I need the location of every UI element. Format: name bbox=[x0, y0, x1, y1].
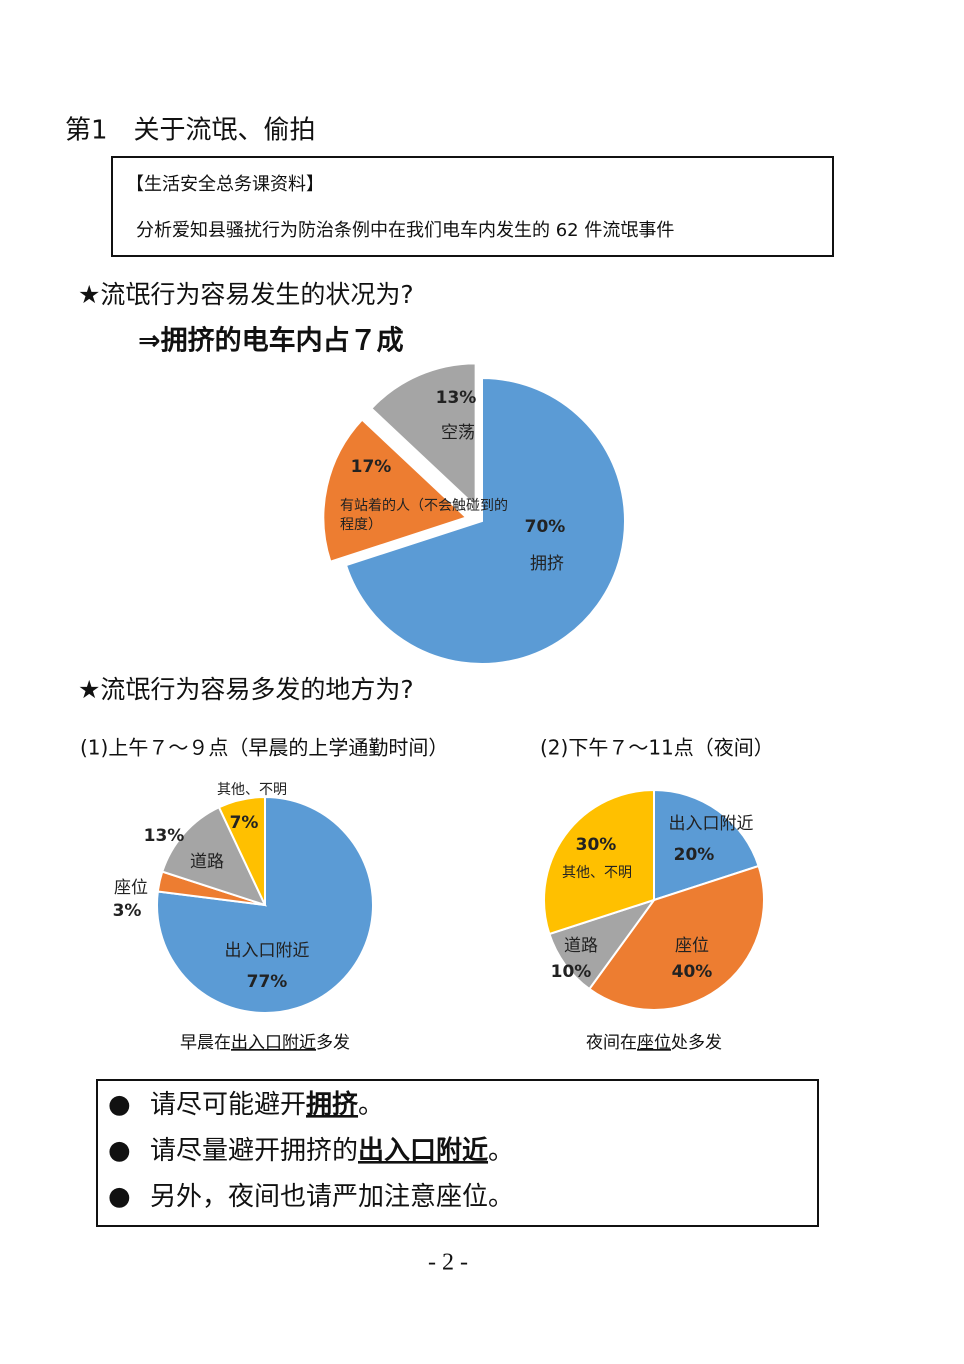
note-emphasis: 拥挤 bbox=[306, 1090, 359, 1120]
heading: ★流氓行为容易多发的地方为? bbox=[78, 675, 414, 704]
pie-slice bbox=[369, 362, 477, 509]
category-label: 道路 bbox=[564, 936, 598, 956]
category-label-box: 有站着的人（不会触碰到的程度） bbox=[340, 498, 508, 533]
value-label: 70% bbox=[525, 517, 566, 537]
bullet: ● bbox=[108, 1136, 131, 1166]
value-label: 3% bbox=[113, 901, 142, 921]
note-emphasis: 出入口附近 bbox=[358, 1136, 488, 1166]
value-label: 17% bbox=[351, 457, 392, 477]
value-label: 13% bbox=[436, 388, 477, 408]
pie-slice bbox=[543, 788, 655, 936]
note-line: 请尽量避开拥挤的出入口附近。 bbox=[150, 1136, 514, 1166]
source-box bbox=[111, 156, 834, 257]
bullet: ● bbox=[108, 1090, 131, 1120]
note-part: 请尽量避开拥挤的 bbox=[150, 1136, 358, 1166]
category-label: 道路 bbox=[190, 852, 224, 872]
source-label: 【生活安全总务课资料】 bbox=[126, 174, 324, 195]
caption-emphasis: 座位 bbox=[637, 1033, 671, 1053]
caption: 夜间在座位处多发 bbox=[586, 1033, 722, 1053]
pie-slice bbox=[587, 864, 765, 1011]
value-label: 30% bbox=[576, 835, 617, 855]
caption-emphasis: 出入口附近 bbox=[231, 1033, 316, 1053]
heading: ★流氓行为容易发生的状况为? bbox=[78, 280, 414, 309]
notes: ● 请尽可能避开拥挤。● 请尽量避开拥挤的出入口附近。● 另外，夜间也请严加注意座位。 bbox=[108, 1090, 514, 1212]
source-text: 分析爱知县骚扰行为防治条例中在我们电车内发生的 62 件流氓事件 bbox=[136, 220, 674, 241]
pie-slice bbox=[161, 805, 267, 907]
charts: 70% 拥挤 17% 有站着的人（不会触碰到的程度） 13% 空荡 (1)上午７～９点（早晨… bbox=[80, 362, 774, 1014]
caption-part: 处多发 bbox=[671, 1033, 722, 1053]
note-part: 另外，夜间也请严加注意座位。 bbox=[150, 1182, 514, 1212]
category-label: 空荡 bbox=[441, 423, 475, 443]
chart-title: (1)上午７～９点（早晨的上学通勤时间） bbox=[80, 736, 448, 760]
value-label: 10% bbox=[551, 962, 592, 982]
section-title: 第1 关于流氓、偷拍 bbox=[65, 116, 316, 146]
note-part: 。 bbox=[488, 1136, 514, 1166]
note-line: 另外，夜间也请严加注意座位。 bbox=[150, 1182, 514, 1212]
conclusion: ⇒拥挤的电车内占７成 bbox=[138, 325, 404, 357]
caption-part: 多发 bbox=[316, 1033, 350, 1053]
chart-title: (2)下午７～11点（夜间） bbox=[540, 736, 774, 760]
category-label: 座位 bbox=[114, 878, 148, 898]
pie-slice bbox=[344, 376, 626, 665]
note-line: 请尽可能避开拥挤。 bbox=[150, 1090, 384, 1120]
value-label: 20% bbox=[674, 845, 715, 865]
pie-slice bbox=[322, 418, 469, 563]
category-label: 其他、不明 bbox=[217, 782, 287, 798]
page-number: - 2 - bbox=[428, 1250, 468, 1276]
value-label: 77% bbox=[247, 972, 288, 992]
category-label: 其他、不明 bbox=[562, 865, 632, 881]
notes-box bbox=[96, 1079, 819, 1227]
caption: 早晨在出入口附近多发 bbox=[180, 1033, 350, 1053]
note-part: 。 bbox=[358, 1090, 384, 1120]
value-label: 40% bbox=[672, 962, 713, 982]
caption-part: 早晨在 bbox=[180, 1033, 231, 1053]
value-label: 7% bbox=[230, 813, 259, 833]
value-label: 13% bbox=[144, 826, 185, 846]
category-label: 拥挤 bbox=[530, 554, 564, 574]
note-part: 请尽可能避开 bbox=[150, 1090, 306, 1120]
category-label: 出入口附近 bbox=[225, 941, 310, 961]
pie-slice bbox=[217, 795, 266, 906]
pie-slice bbox=[653, 788, 760, 902]
bullet: ● bbox=[108, 1182, 131, 1212]
category-label: 有站着的人（不会触碰到的程度） bbox=[340, 498, 508, 533]
caption-part: 夜间在 bbox=[586, 1033, 637, 1053]
category-label: 座位 bbox=[675, 936, 709, 956]
category-label: 出入口附近 bbox=[669, 814, 754, 834]
